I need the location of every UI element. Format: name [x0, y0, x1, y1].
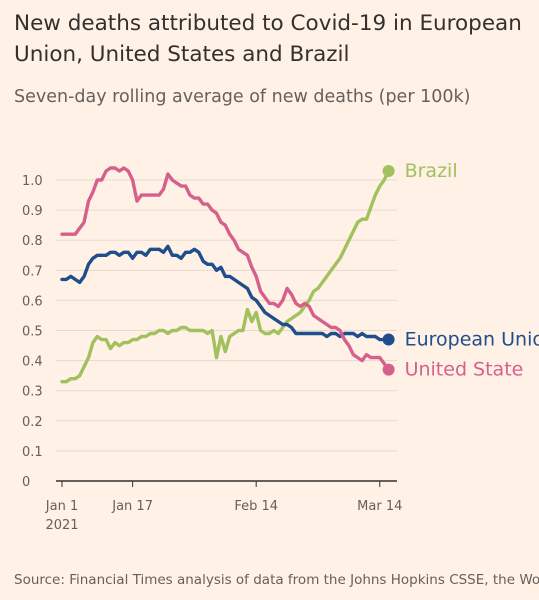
x-tick-label: Mar 14: [357, 499, 402, 514]
series-label-european-union: European Unio: [405, 329, 539, 351]
x-tick-sublabel: 2021: [45, 518, 78, 533]
series-end-marker-european-union: [382, 333, 395, 346]
x-tick-label: Jan 1: [45, 499, 78, 514]
series-line-united-states: [60, 166, 391, 372]
y-tick-label: 0.5: [22, 325, 43, 340]
series-end-labels: Brazil European Unio United State: [382, 160, 539, 381]
y-tick-label: 0.7: [22, 264, 43, 279]
y-tick-label: 1.0: [22, 174, 43, 189]
x-tick-label: Feb 14: [234, 499, 278, 514]
y-tick-label: 0.9: [22, 204, 43, 219]
series-line-european-union: [60, 244, 391, 342]
series-label-united-states: United State: [405, 359, 524, 381]
y-tick-label: 0.6: [22, 294, 43, 309]
series-end-marker-brazil: [382, 165, 395, 178]
y-tick-label: 0.3: [22, 385, 43, 400]
y-tick-label: 0.4: [22, 355, 43, 370]
source-note: Source: Financial Times analysis of data…: [14, 572, 539, 588]
x-tick-label: Jan 17: [111, 499, 153, 514]
series-lines: [60, 166, 391, 384]
series-end-marker-united-states: [382, 363, 395, 376]
x-axis: Jan 1 2021 Jan 17 Feb 14 Mar 14: [45, 481, 402, 533]
chart-title: New deaths attributed to Covid-19 in Eur…: [14, 11, 522, 67]
series-line-brazil: [60, 169, 391, 384]
y-tick-label: 0.8: [22, 234, 43, 249]
chart-subtitle: Seven-day rolling average of new deaths …: [14, 87, 471, 107]
y-tick-label: 0.1: [22, 445, 43, 460]
y-tick-label: 0.2: [22, 415, 43, 430]
y-tick-label: 0: [22, 475, 30, 490]
y-axis-tick-labels: 0 0.1 0.2 0.3 0.4 0.5 0.6 0.7 0.8 0.9 1.0: [22, 174, 43, 490]
series-label-brazil: Brazil: [405, 160, 458, 182]
